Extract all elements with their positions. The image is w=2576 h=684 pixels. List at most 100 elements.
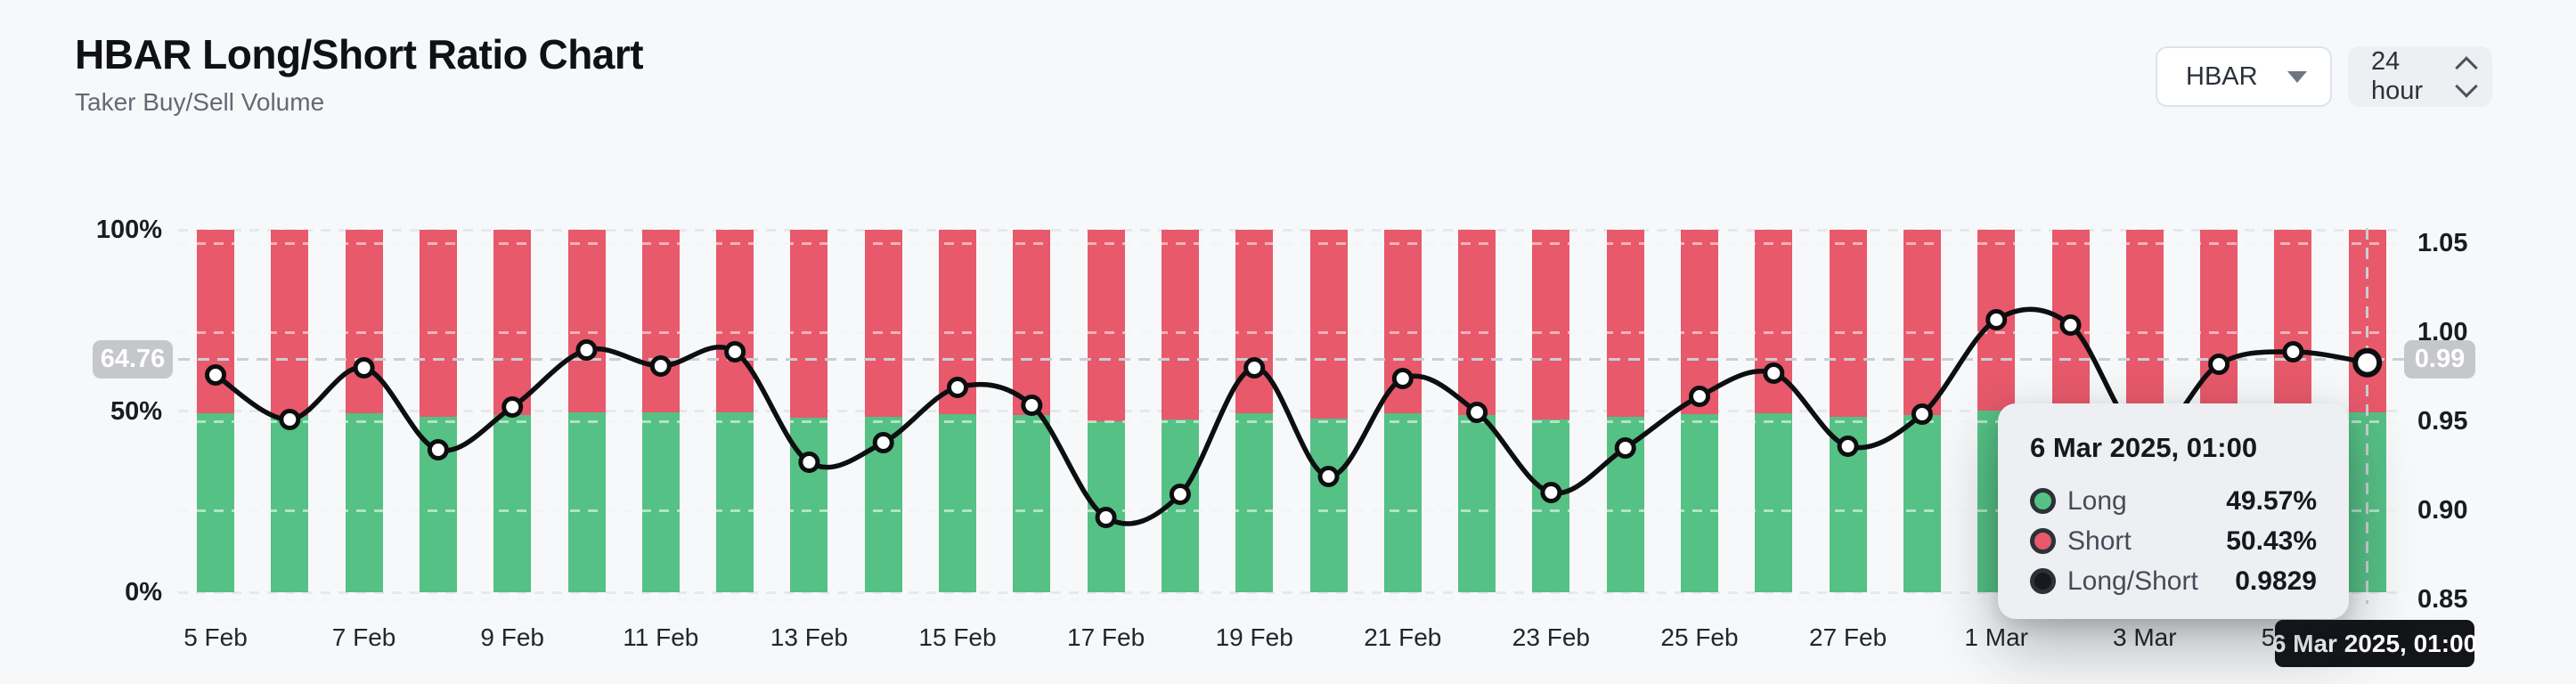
crosshair-date-badge: 6 Mar 2025, 01:00 bbox=[2272, 620, 2477, 667]
page-title: HBAR Long/Short Ratio Chart bbox=[75, 31, 644, 77]
legend-dot-icon bbox=[2030, 488, 2056, 514]
bar-long-21-Feb[interactable] bbox=[1383, 413, 1422, 592]
bar-long-14-Feb[interactable] bbox=[864, 417, 902, 592]
bar-long-10-Feb[interactable] bbox=[567, 411, 606, 592]
gridline-overlay-0.85 bbox=[178, 598, 2405, 601]
right-axis-tick-0.95: 0.95 bbox=[2417, 407, 2468, 436]
bar-long-23-Feb[interactable] bbox=[1532, 419, 1570, 592]
bar-short-22-Feb[interactable] bbox=[1458, 230, 1496, 416]
bar-long-15-Feb[interactable] bbox=[939, 413, 976, 592]
bar-short-27-Feb[interactable] bbox=[1829, 230, 1867, 418]
bar-short-20-Feb[interactable] bbox=[1309, 230, 1348, 419]
bar-long-8-Feb[interactable] bbox=[419, 417, 457, 592]
tooltip-row-long: Long 49.57% bbox=[2030, 485, 2317, 516]
interval-select-value: 24 hour bbox=[2371, 47, 2424, 105]
x-axis-tick-23-Feb: 23 Feb bbox=[1512, 623, 1590, 651]
bar-long-25-Feb[interactable] bbox=[1681, 414, 1718, 592]
x-axis-tick-17-Feb: 17 Feb bbox=[1067, 623, 1145, 651]
bar-short-23-Feb[interactable] bbox=[1532, 230, 1570, 420]
bar-short-7-Feb[interactable] bbox=[345, 230, 383, 413]
tooltip-row-label: Long bbox=[2067, 485, 2127, 516]
bar-short-5-Mar[interactable] bbox=[2274, 230, 2312, 412]
left-axis-tick-0: 0% bbox=[125, 578, 162, 607]
bar-long-28-Feb[interactable] bbox=[1903, 415, 1941, 592]
symbol-select-value: HBAR bbox=[2186, 61, 2258, 91]
chart-header: HBAR Long/Short Ratio Chart Taker Buy/Se… bbox=[75, 31, 644, 117]
x-axis-tick-11-Feb: 11 Feb bbox=[623, 623, 699, 651]
left-axis-tick-100: 100% bbox=[95, 216, 162, 244]
left-axis-tick-50: 50% bbox=[110, 396, 162, 426]
bar-short-18-Feb[interactable] bbox=[1161, 230, 1199, 420]
x-axis-tick-1-Mar: 1 Mar bbox=[1964, 623, 2028, 651]
crosshair-left-axis-badge: 64.76 bbox=[93, 340, 173, 379]
bar-long-6-Feb[interactable] bbox=[271, 415, 309, 592]
bar-long-24-Feb[interactable] bbox=[1606, 417, 1644, 592]
interval-select[interactable]: 24 hour bbox=[2348, 46, 2492, 107]
tooltip-row-long-short: Long/Short 0.9829 bbox=[2030, 566, 2317, 596]
chart-tooltip: 6 Mar 2025, 01:00 Long 49.57% Short 50.43% L… bbox=[1998, 403, 2349, 619]
x-axis-tick-7-Feb: 7 Feb bbox=[331, 623, 396, 651]
bar-short-15-Feb[interactable] bbox=[939, 230, 976, 414]
x-axis-tick-9-Feb: 9 Feb bbox=[480, 623, 544, 651]
bar-long-26-Feb[interactable] bbox=[1755, 412, 1793, 592]
bar-short-12-Feb[interactable] bbox=[716, 230, 754, 412]
tooltip-row-label: Long/Short bbox=[2067, 566, 2198, 596]
bar-short-9-Feb[interactable] bbox=[493, 230, 532, 415]
right-axis-tick-1.05: 1.05 bbox=[2417, 229, 2468, 257]
x-axis-tick-27-Feb: 27 Feb bbox=[1809, 623, 1887, 651]
right-axis-tick-0.85: 0.85 bbox=[2417, 585, 2468, 614]
bar-long-19-Feb[interactable] bbox=[1235, 412, 1274, 592]
bar-short-21-Feb[interactable] bbox=[1383, 230, 1422, 414]
x-axis-tick-3-Mar: 3 Mar bbox=[2113, 623, 2177, 651]
bar-long-13-Feb[interactable] bbox=[790, 418, 828, 592]
bar-long-5-Feb[interactable] bbox=[197, 412, 234, 592]
bar-long-20-Feb[interactable] bbox=[1309, 419, 1348, 592]
bar-short-1-Mar[interactable] bbox=[1977, 230, 2016, 411]
bar-short-11-Feb[interactable] bbox=[641, 230, 680, 413]
crosshair-horizontal-line bbox=[178, 358, 2405, 361]
crosshair-vertical-line bbox=[2366, 228, 2368, 604]
tooltip-row-label: Short bbox=[2067, 525, 2132, 556]
legend-dot-icon bbox=[2030, 568, 2056, 594]
gridline-left-100 bbox=[178, 228, 2405, 232]
bar-long-11-Feb[interactable] bbox=[641, 412, 680, 592]
bar-short-10-Feb[interactable] bbox=[567, 230, 606, 412]
tooltip-title: 6 Mar 2025, 01:00 bbox=[2030, 432, 2258, 463]
bar-short-26-Feb[interactable] bbox=[1755, 230, 1793, 413]
legend-dot-icon bbox=[2030, 528, 2056, 554]
up-down-chevrons-icon bbox=[2455, 55, 2478, 98]
bar-long-9-Feb[interactable] bbox=[493, 414, 532, 592]
bar-long-22-Feb[interactable] bbox=[1458, 415, 1496, 592]
bar-long-18-Feb[interactable] bbox=[1161, 419, 1199, 592]
page-subtitle: Taker Buy/Sell Volume bbox=[75, 87, 325, 116]
bar-long-16-Feb[interactable] bbox=[1013, 414, 1051, 592]
gridline-overlay-1 bbox=[178, 330, 2405, 334]
bar-short-6-Feb[interactable] bbox=[271, 230, 309, 416]
gridline-left-0 bbox=[178, 590, 2405, 594]
bar-short-19-Feb[interactable] bbox=[1235, 230, 1274, 413]
bar-short-16-Feb[interactable] bbox=[1013, 230, 1051, 415]
bar-short-28-Feb[interactable] bbox=[1903, 230, 1941, 416]
bar-short-4-Mar[interactable] bbox=[2200, 230, 2238, 413]
bar-short-5-Feb[interactable] bbox=[197, 230, 234, 413]
bar-short-24-Feb[interactable] bbox=[1606, 230, 1644, 418]
symbol-select[interactable]: HBAR bbox=[2156, 46, 2332, 107]
tooltip-row-value: 0.9829 bbox=[2235, 566, 2317, 596]
bar-short-14-Feb[interactable] bbox=[864, 230, 902, 417]
bar-short-8-Feb[interactable] bbox=[419, 230, 457, 418]
x-axis-tick-13-Feb: 13 Feb bbox=[770, 623, 848, 651]
bar-long-17-Feb[interactable] bbox=[1087, 420, 1125, 592]
bar-long-27-Feb[interactable] bbox=[1829, 417, 1867, 592]
tooltip-row-short: Short 50.43% bbox=[2030, 525, 2317, 556]
x-axis-tick-21-Feb: 21 Feb bbox=[1364, 623, 1442, 651]
bar-short-17-Feb[interactable] bbox=[1087, 230, 1125, 421]
bar-short-2-Mar[interactable] bbox=[2051, 230, 2090, 411]
x-axis-tick-19-Feb: 19 Feb bbox=[1215, 623, 1293, 651]
bar-long-7-Feb[interactable] bbox=[345, 412, 383, 592]
bar-short-3-Mar[interactable] bbox=[2125, 230, 2164, 417]
bar-short-13-Feb[interactable] bbox=[790, 230, 828, 419]
caret-down-icon bbox=[2287, 70, 2307, 83]
bar-short-25-Feb[interactable] bbox=[1681, 230, 1718, 415]
x-axis-tick-15-Feb: 15 Feb bbox=[918, 623, 997, 651]
bar-long-12-Feb[interactable] bbox=[716, 411, 754, 592]
